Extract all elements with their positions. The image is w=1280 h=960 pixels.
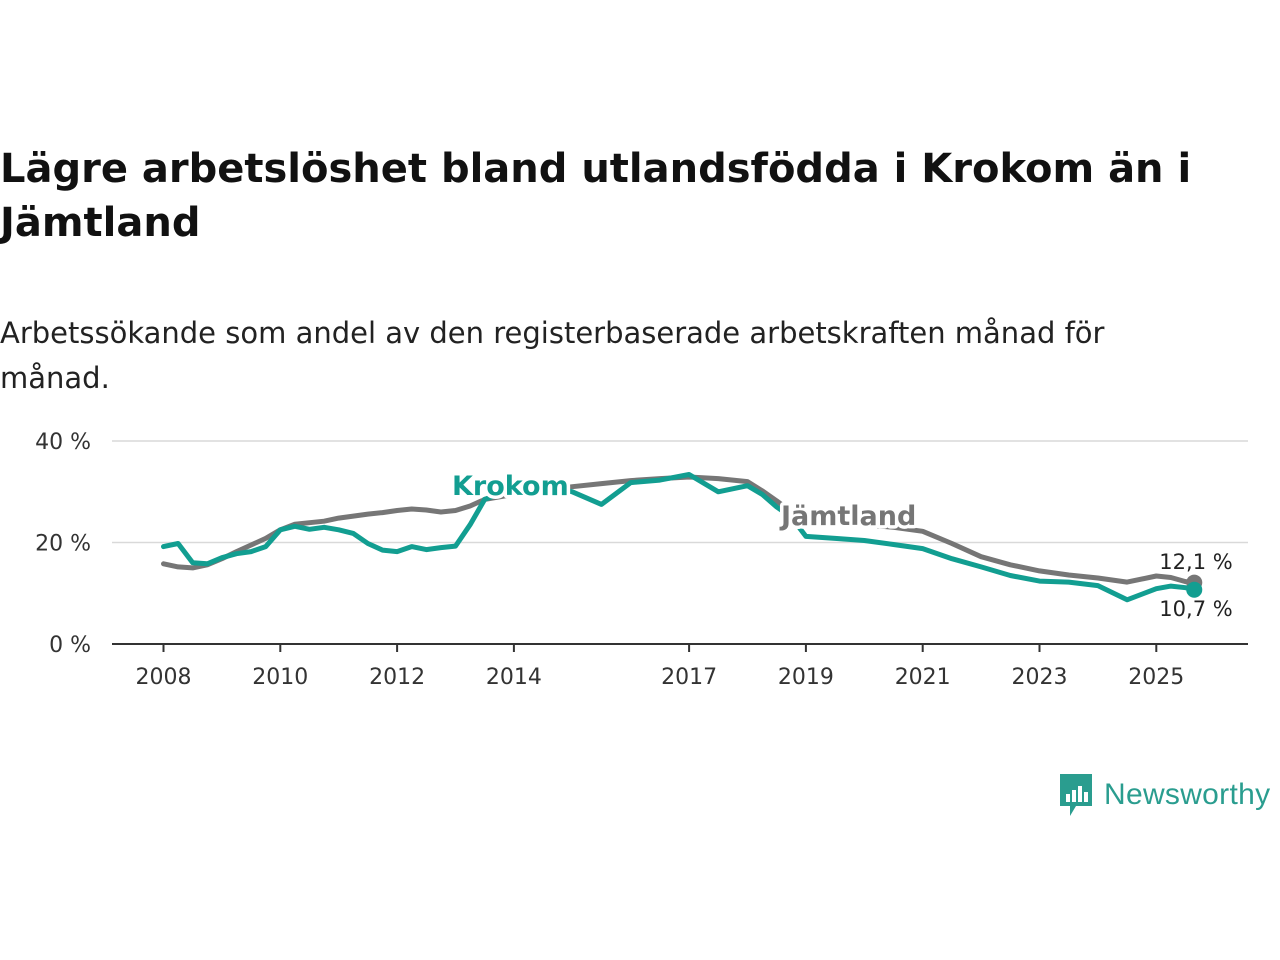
newsworthy-logo: Newsworthy bbox=[1058, 772, 1270, 818]
series-line-krokom bbox=[161, 472, 1197, 603]
brand-name: Newsworthy bbox=[1104, 778, 1271, 811]
series-labels: Krokom Jämtland 12,1 % 10,7 % bbox=[449, 468, 1236, 624]
series-endpoint-krokom bbox=[1186, 581, 1203, 598]
series-lines bbox=[161, 472, 1203, 603]
series-label-jamtland: Jämtland bbox=[779, 501, 916, 532]
end-value-label-jamtland: 12,1 % bbox=[1159, 550, 1232, 574]
x-tick-label: 2012 bbox=[369, 665, 425, 690]
x-tick-label: 2023 bbox=[1012, 665, 1068, 690]
x-tick-label: 2017 bbox=[661, 665, 717, 690]
gridlines bbox=[112, 440, 1248, 544]
x-tick-label: 2008 bbox=[136, 665, 192, 690]
chart-title: Lägre arbetslöshet bland utlandsfödda i … bbox=[0, 146, 1192, 246]
axes: 0 % 20 % 40 % 2008 2010 2012 2014 2017 2019 2021 2… bbox=[35, 430, 1248, 690]
y-tick-label: 40 % bbox=[35, 430, 91, 455]
x-tick-label: 2021 bbox=[895, 665, 951, 690]
end-value-label-krokom: 10,7 % bbox=[1159, 597, 1232, 621]
x-tick-label: 2019 bbox=[778, 665, 834, 690]
series-label-krokom: Krokom bbox=[452, 471, 569, 502]
x-tick-label: 2010 bbox=[252, 665, 308, 690]
y-tick-label: 0 % bbox=[49, 633, 91, 658]
x-tick-label: 2014 bbox=[486, 665, 542, 690]
chart-subtitle: Arbetssökande som andel av den registerb… bbox=[0, 316, 1105, 395]
y-tick-label: 20 % bbox=[35, 532, 91, 557]
x-tick-label: 2025 bbox=[1128, 665, 1184, 690]
newsworthy-logo-icon bbox=[1060, 774, 1092, 816]
